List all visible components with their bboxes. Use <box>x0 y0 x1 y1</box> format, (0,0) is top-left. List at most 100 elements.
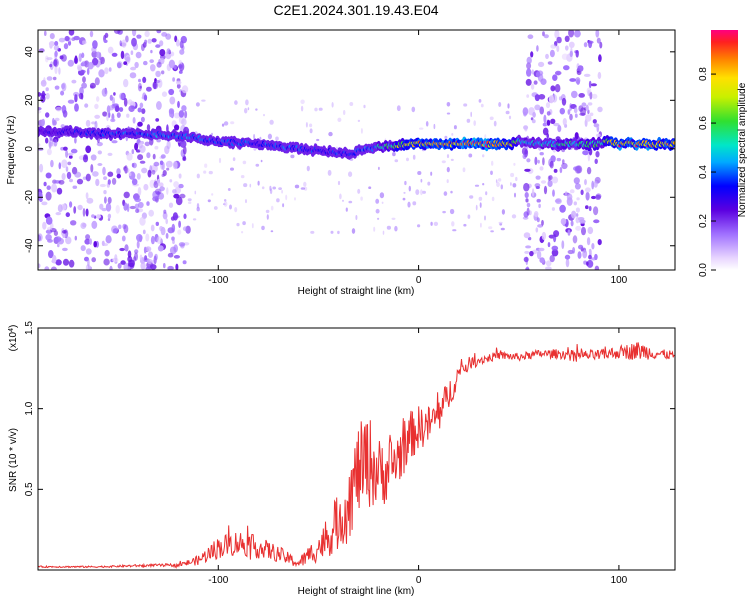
noise-mark <box>573 107 578 114</box>
noise-mark <box>316 138 320 142</box>
noise-mark <box>105 235 112 244</box>
noise-mark <box>463 103 468 107</box>
noise-mark <box>54 117 60 122</box>
noise-mark <box>107 152 113 156</box>
noise-mark <box>74 94 78 103</box>
noise-mark <box>360 196 363 201</box>
noise-mark <box>113 92 116 96</box>
noise-mark <box>124 244 129 252</box>
noise-mark <box>597 239 602 246</box>
snr-y-ticks: 0.5 1.0 1.5 <box>24 321 675 496</box>
noise-mark <box>67 152 74 156</box>
noise-mark <box>134 142 139 151</box>
noise-mark <box>594 158 598 164</box>
noise-mark <box>593 180 598 188</box>
noise-mark <box>123 191 130 199</box>
noise-mark <box>514 192 516 198</box>
noise-mark <box>430 221 433 226</box>
noise-mark <box>54 50 58 58</box>
noise-mark <box>38 107 42 111</box>
noise-mark <box>580 189 584 196</box>
noise-mark <box>85 264 91 270</box>
noise-mark <box>44 266 50 270</box>
noise-mark <box>309 128 313 134</box>
noise-mark <box>450 158 454 161</box>
noise-mark <box>510 172 515 178</box>
noise-mark <box>484 215 486 221</box>
noise-mark <box>55 212 62 216</box>
noise-mark <box>597 71 602 80</box>
noise-mark <box>92 57 99 66</box>
noise-mark <box>585 114 592 122</box>
noise-mark <box>524 250 530 254</box>
noise-mark <box>425 121 429 127</box>
noise-mark <box>47 239 53 243</box>
noise-mark <box>574 113 578 118</box>
noise-mark <box>569 189 575 194</box>
noise-mark <box>532 111 536 118</box>
noise-mark <box>115 204 120 214</box>
noise-mark <box>294 184 300 189</box>
noise-mark <box>294 197 296 201</box>
noise-mark <box>39 163 44 173</box>
noise-mark <box>175 263 179 270</box>
noise-mark <box>144 30 150 38</box>
noise-mark <box>165 232 169 239</box>
noise-mark <box>140 262 146 270</box>
noise-mark <box>525 78 532 86</box>
noise-mark <box>510 182 512 186</box>
noise-mark <box>260 159 263 163</box>
y-tick-label: 20 <box>24 94 35 106</box>
noise-mark <box>141 167 148 174</box>
noise-mark <box>549 49 555 58</box>
noise-mark <box>169 96 176 105</box>
noise-mark <box>589 112 594 117</box>
noise-mark <box>43 77 46 84</box>
spectrogram-x-ticks: -100 0 100 <box>208 30 628 286</box>
noise-mark <box>137 121 143 127</box>
colorbar-tick-label: 0.0 <box>698 263 709 277</box>
noise-mark <box>157 178 161 184</box>
noise-mark <box>45 87 49 92</box>
noise-mark <box>525 245 532 249</box>
noise-mark <box>337 117 342 123</box>
noise-mark <box>221 123 225 127</box>
noise-mark <box>153 255 157 265</box>
noise-mark <box>363 104 366 109</box>
noise-mark <box>79 40 83 45</box>
noise-mark <box>548 95 555 104</box>
noise-mark <box>391 217 396 220</box>
noise-mark <box>543 34 549 39</box>
noise-mark <box>38 143 41 147</box>
noise-mark <box>58 37 66 43</box>
noise-mark <box>137 82 142 92</box>
noise-mark <box>80 69 86 74</box>
snr-multiplier-close: ) <box>8 325 19 328</box>
noise-mark <box>526 94 530 98</box>
noise-mark <box>553 230 560 238</box>
noise-mark <box>94 120 98 130</box>
noise-mark <box>545 102 551 109</box>
noise-mark <box>467 214 471 219</box>
noise-mark <box>62 110 68 118</box>
noise-mark <box>82 208 86 217</box>
noise-mark <box>179 140 187 148</box>
noise-mark <box>360 127 363 134</box>
noise-mark <box>515 176 518 182</box>
noise-mark <box>550 118 556 125</box>
noise-mark <box>512 183 517 188</box>
noise-mark <box>92 40 98 49</box>
noise-mark <box>94 77 100 86</box>
snr-multiplier-base: (x10 <box>8 331 19 351</box>
noise-mark <box>579 112 586 116</box>
noise-mark <box>127 266 131 270</box>
noise-mark <box>82 155 89 163</box>
noise-mark <box>181 105 187 112</box>
noise-mark <box>446 102 451 107</box>
noise-mark <box>545 260 552 267</box>
noise-mark <box>129 72 137 79</box>
noise-mark <box>192 218 197 221</box>
noise-mark <box>183 146 187 155</box>
noise-mark <box>155 118 160 122</box>
noise-mark <box>145 246 152 252</box>
